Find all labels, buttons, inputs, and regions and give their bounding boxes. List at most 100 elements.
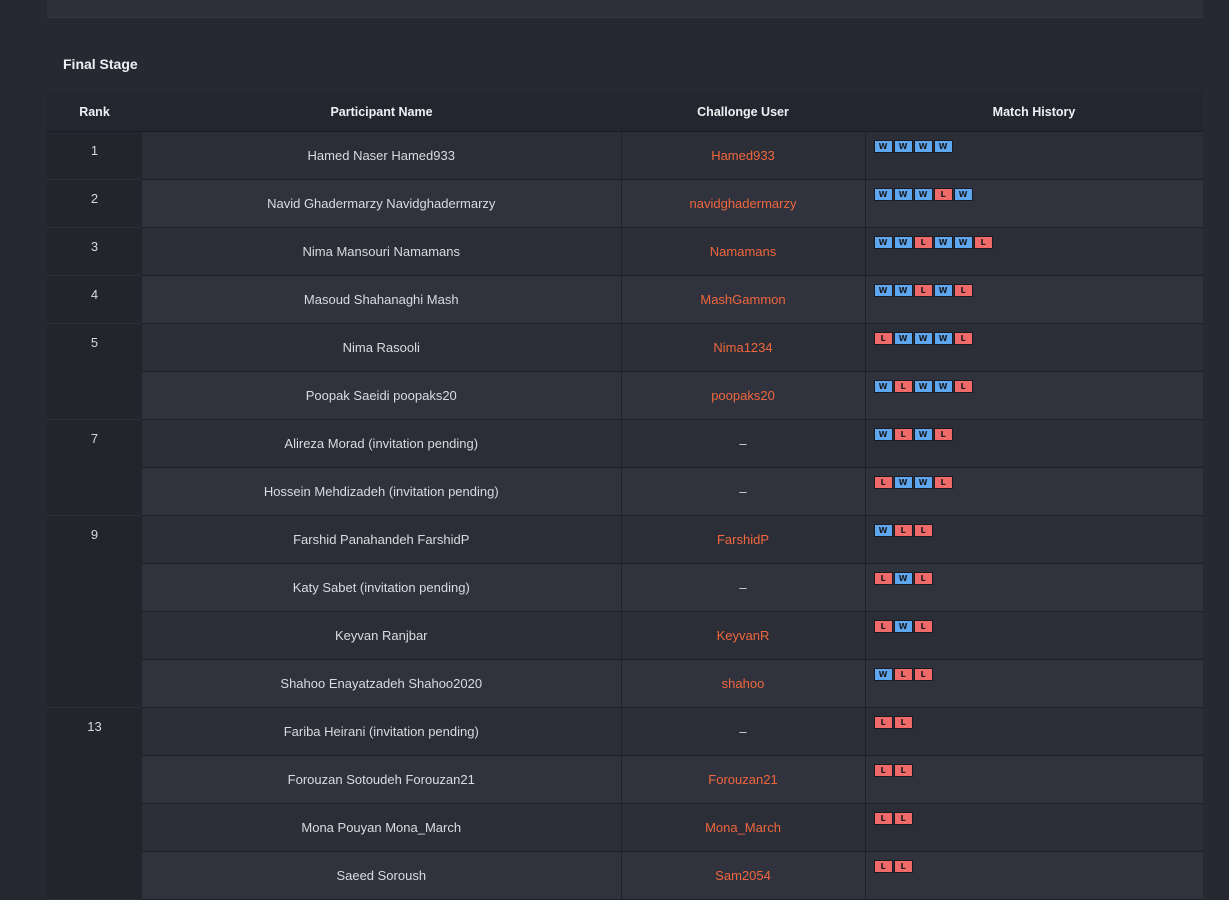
- win-badge[interactable]: W: [893, 188, 913, 201]
- loss-badge[interactable]: L: [873, 572, 893, 585]
- loss-badge[interactable]: L: [913, 236, 933, 249]
- table-row: Katy Sabet (invitation pending) – L W L: [47, 563, 1204, 612]
- win-badge[interactable]: W: [913, 332, 933, 345]
- win-badge[interactable]: W: [953, 236, 973, 249]
- win-badge[interactable]: W: [873, 284, 893, 297]
- loss-badge[interactable]: L: [873, 764, 893, 777]
- win-badge[interactable]: W: [913, 428, 933, 441]
- loss-badge[interactable]: L: [893, 380, 913, 393]
- win-badge[interactable]: W: [933, 140, 953, 153]
- win-badge[interactable]: W: [873, 428, 893, 441]
- win-badge[interactable]: W: [873, 188, 893, 201]
- loss-badge[interactable]: L: [893, 860, 913, 873]
- challonge-user-link[interactable]: Namamans: [621, 227, 866, 276]
- table-header-row: Rank Participant Name Challonge User Mat…: [47, 92, 1203, 132]
- loss-badge[interactable]: L: [913, 284, 933, 297]
- rank-cell: 3: [47, 227, 142, 276]
- win-badge[interactable]: W: [933, 236, 953, 249]
- rank-cell: [47, 371, 142, 420]
- win-badge[interactable]: W: [953, 188, 973, 201]
- challonge-user-link[interactable]: Nima1234: [621, 323, 866, 372]
- challonge-user-link[interactable]: shahoo: [621, 659, 866, 708]
- win-badge[interactable]: W: [873, 380, 893, 393]
- challonge-user-link[interactable]: navidghadermarzy: [621, 179, 866, 228]
- loss-badge[interactable]: L: [893, 668, 913, 681]
- loss-badge[interactable]: L: [873, 620, 893, 633]
- loss-badge[interactable]: L: [873, 476, 893, 489]
- challonge-user-link[interactable]: MashGammon: [621, 275, 866, 324]
- rank-cell: 5: [47, 323, 142, 372]
- loss-badge[interactable]: L: [893, 812, 913, 825]
- challonge-user-link[interactable]: Forouzan21: [621, 755, 866, 804]
- win-badge[interactable]: W: [873, 140, 893, 153]
- participant-name: Alireza Morad (invitation pending): [142, 419, 622, 468]
- participant-name: Hossein Mehdizadeh (invitation pending): [142, 467, 622, 516]
- loss-badge[interactable]: L: [893, 428, 913, 441]
- challonge-user-empty: –: [621, 419, 866, 468]
- win-badge[interactable]: W: [913, 188, 933, 201]
- loss-badge[interactable]: L: [953, 332, 973, 345]
- table-row: Shahoo Enayatzadeh Shahoo2020 shahoo W L L: [47, 659, 1204, 708]
- win-badge[interactable]: W: [913, 476, 933, 489]
- win-badge[interactable]: W: [893, 332, 913, 345]
- participant-name: Masoud Shahanaghi Mash: [142, 275, 622, 324]
- challonge-user-link[interactable]: Sam2054: [621, 851, 866, 900]
- loss-badge[interactable]: L: [893, 716, 913, 729]
- loss-badge[interactable]: L: [933, 188, 953, 201]
- win-badge[interactable]: W: [893, 620, 913, 633]
- challonge-user-link[interactable]: Mona_March: [621, 803, 866, 852]
- loss-badge[interactable]: L: [893, 764, 913, 777]
- participant-name: Keyvan Ranjbar: [142, 611, 622, 660]
- challonge-user-link[interactable]: poopaks20: [621, 371, 866, 420]
- loss-badge[interactable]: L: [953, 380, 973, 393]
- challonge-user-link[interactable]: KeyvanR: [621, 611, 866, 660]
- win-badge[interactable]: W: [873, 668, 893, 681]
- participant-name: Navid Ghadermarzy Navidghadermarzy: [142, 179, 622, 228]
- rank-cell: 4: [47, 275, 142, 324]
- loss-badge[interactable]: L: [973, 236, 993, 249]
- win-badge[interactable]: W: [933, 284, 953, 297]
- loss-badge[interactable]: L: [873, 332, 893, 345]
- win-badge[interactable]: W: [873, 236, 893, 249]
- challonge-user-empty: –: [621, 563, 866, 612]
- win-badge[interactable]: W: [873, 524, 893, 537]
- loss-badge[interactable]: L: [913, 572, 933, 585]
- loss-badge[interactable]: L: [893, 524, 913, 537]
- table-row: Saeed Soroush Sam2054 L L: [47, 851, 1204, 900]
- win-badge[interactable]: W: [933, 332, 953, 345]
- win-badge[interactable]: W: [893, 236, 913, 249]
- loss-badge[interactable]: L: [953, 284, 973, 297]
- loss-badge[interactable]: L: [933, 476, 953, 489]
- win-badge[interactable]: W: [913, 140, 933, 153]
- win-badge[interactable]: W: [893, 284, 913, 297]
- loss-badge[interactable]: L: [873, 812, 893, 825]
- win-badge[interactable]: W: [893, 140, 913, 153]
- loss-badge[interactable]: L: [913, 620, 933, 633]
- loss-badge[interactable]: L: [933, 428, 953, 441]
- challonge-user-link[interactable]: FarshidP: [621, 515, 866, 564]
- loss-badge[interactable]: L: [913, 524, 933, 537]
- table-row: Forouzan Sotoudeh Forouzan21 Forouzan21 L L: [47, 755, 1203, 804]
- challonge-user-link[interactable]: Hamed933: [621, 131, 866, 180]
- loss-badge[interactable]: L: [873, 860, 893, 873]
- win-badge[interactable]: W: [913, 380, 933, 393]
- win-badge[interactable]: W: [933, 380, 953, 393]
- table-row: Hossein Mehdizadeh (invitation pending) –…: [47, 467, 1203, 516]
- table-row: 2 Navid Ghadermarzy Navidghadermarzy navid…: [47, 179, 1204, 228]
- loss-badge[interactable]: L: [913, 668, 933, 681]
- win-badge[interactable]: W: [893, 572, 913, 585]
- challonge-user-empty: –: [621, 467, 866, 516]
- win-badge[interactable]: W: [893, 476, 913, 489]
- table-row: 4 Masoud Shahanaghi Mash MashGammon W W L W L: [47, 275, 1204, 324]
- loss-badge[interactable]: L: [873, 716, 893, 729]
